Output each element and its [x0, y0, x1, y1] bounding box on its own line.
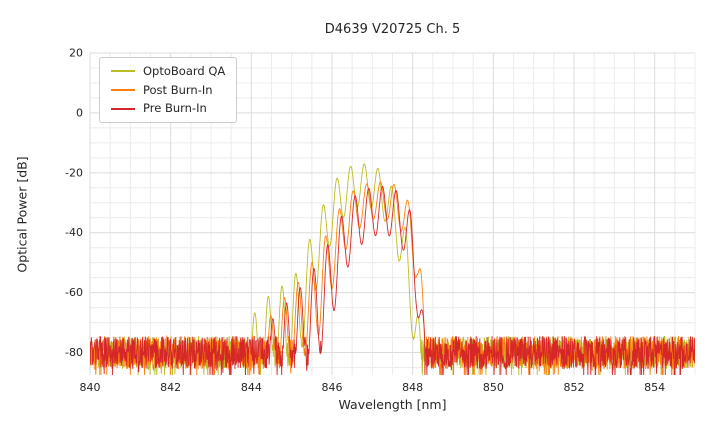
y-tick-label: 0 [76, 106, 83, 119]
x-tick-label: 850 [483, 381, 504, 394]
x-tick-label: 846 [322, 381, 343, 394]
x-tick-label: 844 [241, 381, 262, 394]
y-axis-label: Optical Power [dB] [14, 156, 30, 273]
chart-title: D4639 V20725 Ch. 5 [324, 22, 461, 37]
y-tick-label: -60 [65, 286, 83, 299]
legend-item-pre-burn-in: Pre Burn-In [111, 102, 225, 115]
x-tick-label: 848 [402, 381, 423, 394]
x-axis-label: Wavelength [nm] [338, 397, 447, 412]
y-tick-label: -20 [65, 166, 83, 179]
legend-line-swatch [111, 70, 135, 73]
x-tick-label: 840 [80, 381, 101, 394]
legend-item-optoboard-qa: OptoBoard QA [111, 65, 225, 78]
legend: OptoBoard QA Post Burn-In Pre Burn-In [99, 57, 238, 123]
x-tick-label: 852 [564, 381, 585, 394]
legend-label: OptoBoard QA [143, 64, 226, 78]
y-tick-label: -40 [65, 226, 83, 239]
y-tick-label: -80 [65, 346, 83, 359]
legend-label: Pre Burn-In [143, 101, 207, 116]
legend-line-swatch [111, 88, 135, 91]
series-pre-burn-in [90, 185, 695, 375]
legend-item-post-burn-in: Post Burn-In [111, 82, 225, 97]
legend-line-swatch [111, 107, 135, 110]
x-tick-label: 842 [160, 381, 181, 394]
legend-label: Post Burn-In [143, 82, 213, 97]
x-tick-label: 854 [644, 381, 665, 394]
y-tick-label: 20 [69, 47, 83, 60]
